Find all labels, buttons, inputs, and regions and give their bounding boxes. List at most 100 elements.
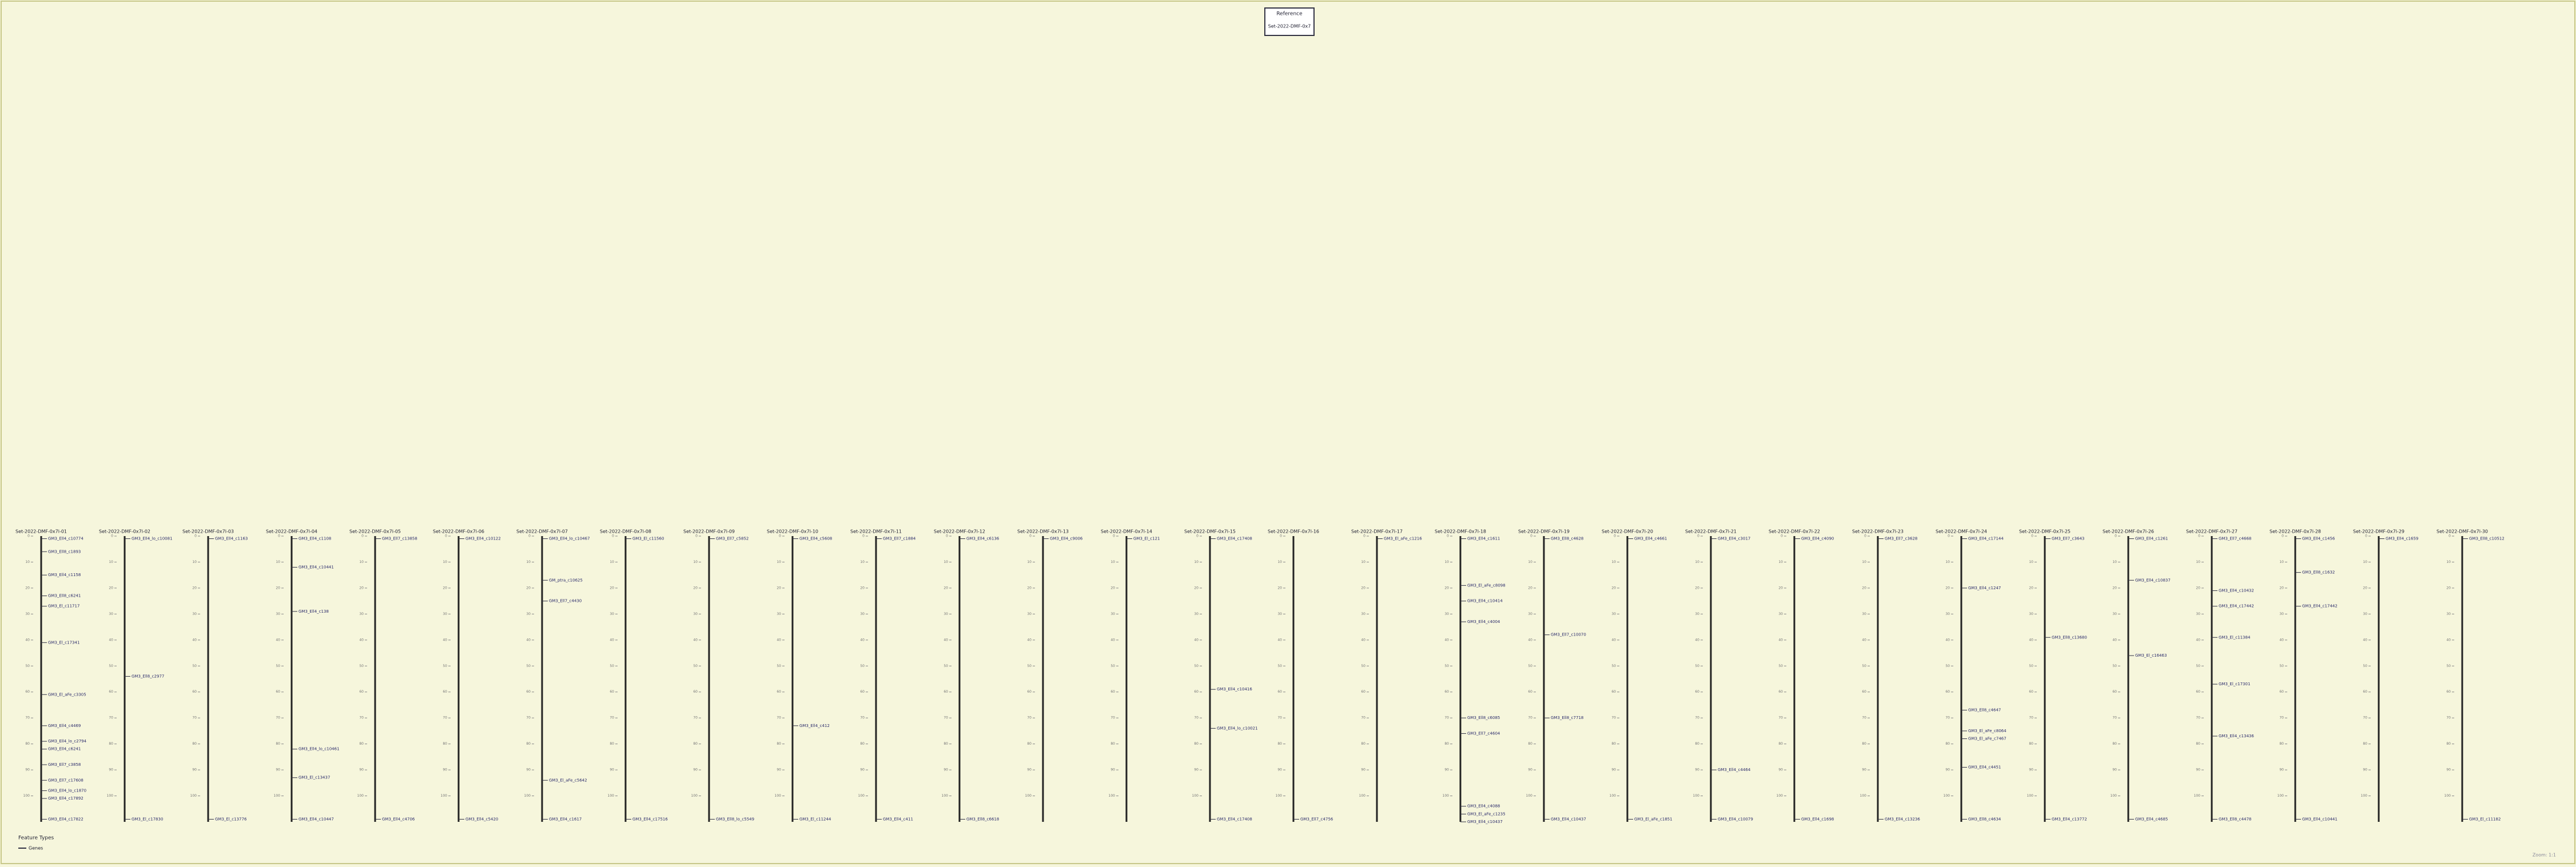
scale-label: 10 [693,560,698,564]
scale-label: 100 [1025,794,1032,798]
scale-label: 30 [1194,612,1199,616]
scale-label: 20 [2363,586,2367,590]
scale-label: 70 [526,716,531,720]
marker-label: GM3_El_c11384 [2219,635,2251,640]
marker-label: GM3_Ell4_c17144 [1968,537,2004,541]
scale-label: 30 [1361,612,1365,616]
scale-label: 30 [526,612,531,616]
scale-label: 30 [2446,612,2451,616]
scale-label: 0 [1781,534,1783,538]
scale-label: 50 [192,664,197,668]
scale-label: 80 [777,742,781,746]
marker-label: GM3_Ell4_c17516 [632,817,668,821]
scale-label: 70 [1862,716,1866,720]
scale-label: 90 [693,768,698,772]
scale-label: 10 [2363,560,2367,564]
scale-label: 20 [192,586,197,590]
scale-label: 20 [1361,586,1365,590]
scale-label: 50 [1945,664,1950,668]
marker-label: GM3_Ell4_c1617 [549,817,582,821]
scale-label: 0 [2031,534,2033,538]
scale-label: 20 [1611,586,1616,590]
marker-label: GM3_Ell8_c10512 [2469,537,2505,541]
scale-label: 60 [1528,690,1532,694]
marker-label: GM3_El_c17301 [2219,682,2250,686]
track-name: Set-2022-DMF-0x7l-14 [1101,529,1152,534]
marker-label: GM3_Ell4_c13772 [2052,817,2087,821]
marker-label: GM3_El_aFe_c1851 [1634,817,1673,821]
scale-label: 100 [524,794,531,798]
scale-label: 40 [777,638,781,642]
marker-label: GM3_El_aFe_c8098 [1467,583,1506,588]
marker-label: GM3_Ell8_c4634 [1968,817,2001,821]
scale-label: 10 [1027,560,1032,564]
marker-label: GM3_Ell4_c6136 [966,537,1000,541]
track-name: Set-2022-DMF-0x7l-05 [349,529,401,534]
scale-label: 70 [443,716,447,720]
marker-label: GM3_Ell4_c1659 [2386,537,2418,541]
scale-label: 50 [1778,664,1783,668]
marker-label: GM3_Ell4_c4451 [1968,765,2001,770]
scale-label: 40 [1444,638,1449,642]
scale-label: 40 [2446,638,2451,642]
scale-label: 50 [526,664,531,668]
scale-label: 30 [777,612,781,616]
scale-label: 20 [1528,586,1532,590]
marker-label: GM3_El_c11560 [632,537,664,541]
scale-label: 0 [1614,534,1616,538]
marker-label: GM3_Ell4_c4088 [1467,804,1500,809]
track-name: Set-2022-DMF-0x7l-12 [934,529,985,534]
scale-label: 0 [612,534,614,538]
marker-label: GM3_Ell4_c1611 [1467,537,1500,541]
track-name: Set-2022-DMF-0x7l-09 [683,529,735,534]
scale-label: 100 [1860,794,1867,798]
scale-label: 30 [2279,612,2284,616]
marker-label: GM3_Ell8_c4628 [1551,537,1583,541]
scale-label: 20 [610,586,614,590]
scale-label: 50 [1277,664,1282,668]
scale-label: 40 [693,638,698,642]
track-name: Set-2022-DMF-0x7l-26 [2103,529,2154,534]
track-name: Set-2022-DMF-0x7l-24 [1936,529,1987,534]
scale-label: 90 [25,768,30,772]
track-name: Set-2022-DMF-0x7l-15 [1184,529,1236,534]
scale-label: 100 [2444,794,2451,798]
scale-label: 60 [1611,690,1616,694]
scale-label: 10 [443,560,447,564]
scale-label: 60 [1277,690,1282,694]
scale-label: 50 [1695,664,1699,668]
scale-label: 70 [610,716,614,720]
marker-label: GM3_Ell4_lo_c2794 [48,739,87,744]
scale-label: 90 [1444,768,1449,772]
reference-box[interactable] [1264,7,1315,36]
scale-label: 40 [943,638,948,642]
scale-label: 50 [1444,664,1449,668]
scale-label: 80 [192,742,197,746]
scale-label: 60 [693,690,698,694]
scale-label: 70 [25,716,30,720]
scale-label: 60 [25,690,30,694]
track-name: Set-2022-DMF-0x7l-23 [1852,529,1904,534]
marker-label: GM3_El_c16463 [2135,653,2167,658]
scale-label: 30 [2363,612,2367,616]
scale-label: 60 [2029,690,2033,694]
marker-label: GM3_Ell4_c17442 [2302,604,2338,609]
scale-label: 10 [1361,560,1365,564]
scale-label: 70 [1277,716,1282,720]
marker-label: GM3_Ell8_c6085 [1467,716,1500,720]
marker-label: GM3_Ell4_c4469 [48,724,81,728]
scale-label: 70 [943,716,948,720]
scale-label: 0 [528,534,531,538]
scale-label: 30 [359,612,364,616]
scale-label: 40 [192,638,197,642]
marker-label: GM3_Ell7_c17608 [48,778,83,782]
scale-label: 90 [1194,768,1199,772]
scale-label: 60 [109,690,113,694]
scale-label: 50 [109,664,113,668]
scale-label: 80 [1611,742,1616,746]
scale-label: 40 [443,638,447,642]
scale-label: 70 [1361,716,1365,720]
scale-label: 90 [1611,768,1616,772]
track-name: Set-2022-DMF-0x7l-02 [99,529,150,534]
scale-label: 50 [1862,664,1866,668]
